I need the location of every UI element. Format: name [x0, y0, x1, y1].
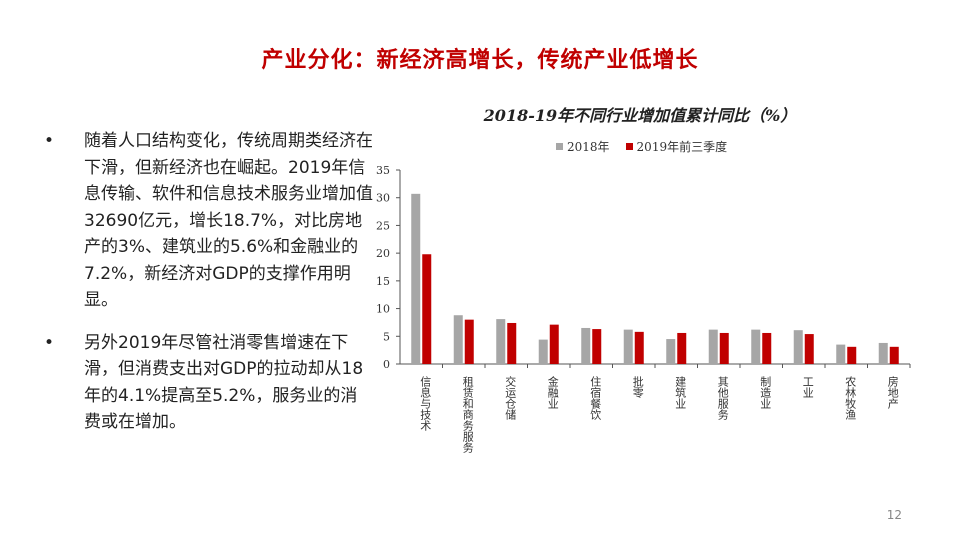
bar-2018 — [878, 342, 888, 364]
x-tick-label: 房地产 — [886, 376, 899, 410]
y-tick-label: 30 — [376, 192, 390, 205]
slide-title: 产业分化：新经济高增长，传统产业低增长 — [261, 48, 699, 73]
legend-swatch — [625, 143, 633, 150]
legend-item-2018: 2018年 — [556, 138, 610, 155]
bar-2019q3 — [847, 346, 857, 364]
bar-2019q3 — [677, 332, 687, 364]
x-tick-label: 住宿餐饮 — [589, 375, 602, 421]
bar-2019q3 — [762, 332, 772, 364]
y-tick-label: 5 — [383, 330, 390, 343]
bar-2019q3 — [719, 332, 729, 364]
y-tick-label: 20 — [376, 247, 390, 260]
bullet-marker: • — [44, 131, 55, 151]
bar-2018 — [751, 329, 761, 364]
bar-2019q3 — [804, 334, 814, 364]
bar-2018 — [793, 330, 803, 364]
bar-chart: 2018-19年不同行业增加值累计同比（%） 2018年 2019年前三季度 0… — [360, 94, 920, 514]
bullet-item: • 随着人口结构变化，传统周期类经济在下滑，但新经济也在崛起。2019年信息传输… — [44, 128, 374, 314]
bullet-marker: • — [44, 332, 55, 353]
bar-2019q3 — [507, 322, 517, 364]
chart-title: 2018-19年不同行业增加值累计同比（%） — [483, 106, 797, 125]
bar-2019q3 — [634, 331, 644, 364]
bar-2018 — [666, 339, 676, 364]
y-tick-label: 35 — [376, 164, 390, 177]
bar-2019q3 — [422, 254, 432, 364]
x-tick-label: 信息与技术 — [419, 376, 432, 432]
x-tick-label: 工业 — [801, 376, 814, 398]
x-tick-label: 建筑业 — [674, 375, 687, 409]
bar-2018 — [708, 329, 718, 364]
bar-2019q3 — [592, 329, 602, 364]
chart-plot: 0 5 10 15 20 25 30 35 信息与技术 租赁和商务服务 交运仓储 金融业 住宿餐饮 批零 建… — [376, 164, 911, 453]
x-tick-label: 其他服务 — [716, 376, 729, 420]
page-number: 12 — [886, 508, 902, 522]
bar-2018 — [496, 319, 506, 364]
x-tick-label: 金融业 — [546, 375, 559, 409]
x-tick-label: 农林牧渔 — [844, 375, 857, 421]
bar-2018 — [538, 339, 548, 364]
bullet-text: 另外2019年尽管社消零售增速在下滑，但消费支出对GDP的拉动却从18年的4.1… — [84, 332, 364, 433]
bar-2018 — [411, 193, 421, 364]
legend-label: 2018年 — [567, 140, 610, 154]
y-tick-label: 25 — [376, 219, 390, 232]
legend-swatch — [556, 143, 563, 150]
bullet-list: • 随着人口结构变化，传统周期类经济在下滑，但新经济也在崛起。2019年信息传输… — [44, 128, 374, 436]
bar-2018 — [581, 327, 591, 364]
legend-item-2019: 2019年前三季度 — [625, 138, 728, 155]
bar-2019q3 — [464, 319, 474, 364]
y-tick-label: 0 — [383, 358, 390, 371]
y-tick-label: 10 — [376, 303, 390, 316]
bullet-item: • 另外2019年尽管社消零售增速在下滑，但消费支出对GDP的拉动却从18年的4… — [44, 330, 374, 436]
legend-label: 2019年前三季度 — [636, 140, 728, 154]
bar-2018 — [836, 344, 846, 364]
x-tick-label: 制造业 — [759, 376, 772, 409]
x-tick-label: 租赁和商务服务 — [461, 376, 474, 453]
bar-2018 — [453, 315, 463, 364]
x-tick-label: 批零 — [631, 375, 644, 399]
bar-2019q3 — [549, 324, 559, 364]
chart-legend: 2018年 2019年前三季度 — [556, 138, 727, 155]
bar-2019q3 — [889, 346, 899, 364]
x-tick-label: 交运仓储 — [504, 375, 517, 420]
bar-2018 — [623, 329, 633, 364]
bullet-text: 随着人口结构变化，传统周期类经济在下滑，但新经济也在崛起。2019年信息传输、软… — [84, 131, 373, 310]
y-tick-label: 15 — [376, 275, 390, 288]
